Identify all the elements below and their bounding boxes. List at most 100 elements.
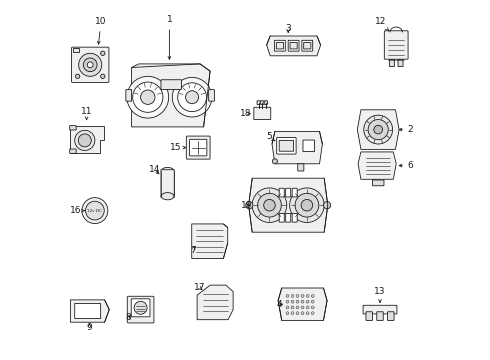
Circle shape — [74, 130, 95, 150]
FancyBboxPatch shape — [303, 140, 315, 152]
Circle shape — [296, 306, 299, 309]
FancyBboxPatch shape — [286, 213, 291, 222]
FancyBboxPatch shape — [261, 101, 264, 104]
Circle shape — [186, 91, 198, 104]
Text: 5: 5 — [266, 132, 275, 141]
FancyBboxPatch shape — [257, 101, 260, 104]
FancyBboxPatch shape — [186, 136, 210, 159]
Ellipse shape — [161, 167, 174, 175]
Polygon shape — [197, 285, 233, 320]
Circle shape — [79, 53, 102, 76]
FancyBboxPatch shape — [131, 299, 150, 317]
FancyBboxPatch shape — [127, 296, 154, 323]
Ellipse shape — [161, 193, 174, 200]
FancyBboxPatch shape — [70, 126, 76, 130]
FancyBboxPatch shape — [384, 31, 408, 59]
FancyBboxPatch shape — [290, 42, 297, 49]
FancyBboxPatch shape — [209, 90, 215, 101]
Text: 1: 1 — [167, 15, 172, 59]
Circle shape — [306, 294, 309, 297]
Circle shape — [286, 306, 289, 309]
Text: 12: 12 — [375, 17, 389, 31]
Circle shape — [306, 312, 309, 315]
Text: 3: 3 — [285, 24, 291, 33]
FancyBboxPatch shape — [390, 59, 394, 67]
Circle shape — [311, 312, 314, 315]
Text: 15: 15 — [170, 143, 186, 152]
FancyBboxPatch shape — [363, 305, 397, 314]
Circle shape — [323, 202, 331, 209]
FancyBboxPatch shape — [292, 188, 297, 197]
Circle shape — [78, 134, 91, 147]
Circle shape — [100, 74, 105, 78]
Text: 7: 7 — [190, 246, 196, 255]
Text: 4: 4 — [276, 300, 282, 309]
Polygon shape — [248, 178, 328, 232]
Circle shape — [301, 199, 313, 211]
Circle shape — [100, 51, 105, 55]
Circle shape — [291, 312, 294, 315]
FancyBboxPatch shape — [72, 47, 109, 82]
Polygon shape — [192, 224, 228, 258]
FancyBboxPatch shape — [74, 303, 100, 319]
Circle shape — [301, 312, 304, 315]
Circle shape — [311, 300, 314, 303]
FancyBboxPatch shape — [366, 312, 372, 320]
FancyBboxPatch shape — [274, 40, 285, 51]
Circle shape — [87, 62, 93, 68]
FancyBboxPatch shape — [304, 42, 311, 49]
Text: 6: 6 — [399, 161, 414, 170]
FancyBboxPatch shape — [288, 40, 299, 51]
FancyBboxPatch shape — [398, 59, 403, 67]
Circle shape — [127, 76, 169, 118]
Circle shape — [296, 294, 299, 297]
Circle shape — [291, 300, 294, 303]
Polygon shape — [132, 64, 210, 127]
Text: 13: 13 — [374, 287, 386, 302]
Circle shape — [295, 193, 319, 217]
Circle shape — [368, 120, 388, 140]
Circle shape — [364, 115, 392, 144]
FancyBboxPatch shape — [286, 188, 291, 197]
Circle shape — [264, 199, 275, 211]
Circle shape — [374, 125, 383, 134]
Text: 10: 10 — [95, 17, 107, 44]
Circle shape — [311, 294, 314, 297]
Circle shape — [301, 300, 304, 303]
Circle shape — [301, 306, 304, 309]
FancyBboxPatch shape — [279, 188, 284, 197]
Circle shape — [172, 77, 212, 117]
Circle shape — [82, 198, 108, 224]
Text: 16: 16 — [70, 206, 84, 215]
Circle shape — [286, 312, 289, 315]
Circle shape — [134, 301, 147, 314]
Polygon shape — [358, 152, 396, 179]
Circle shape — [286, 294, 289, 297]
FancyBboxPatch shape — [70, 149, 76, 153]
Circle shape — [290, 188, 324, 222]
FancyBboxPatch shape — [279, 140, 294, 151]
FancyBboxPatch shape — [279, 213, 284, 222]
Circle shape — [291, 306, 294, 309]
Text: 11: 11 — [81, 107, 92, 120]
Circle shape — [252, 188, 287, 222]
Circle shape — [311, 306, 314, 309]
Circle shape — [306, 300, 309, 303]
Text: 9: 9 — [87, 323, 92, 332]
FancyBboxPatch shape — [190, 139, 207, 156]
Circle shape — [258, 193, 281, 217]
Text: 2: 2 — [399, 125, 414, 134]
FancyBboxPatch shape — [264, 101, 268, 104]
Text: 18: 18 — [240, 109, 252, 118]
Text: 19: 19 — [241, 201, 252, 210]
Text: 8: 8 — [125, 313, 131, 322]
Circle shape — [141, 90, 155, 104]
Text: 12v DC: 12v DC — [87, 208, 102, 213]
Polygon shape — [71, 126, 104, 153]
FancyBboxPatch shape — [161, 170, 174, 197]
Circle shape — [75, 74, 80, 78]
Circle shape — [83, 58, 97, 72]
FancyBboxPatch shape — [372, 180, 384, 186]
Circle shape — [86, 201, 104, 220]
FancyBboxPatch shape — [161, 80, 181, 89]
